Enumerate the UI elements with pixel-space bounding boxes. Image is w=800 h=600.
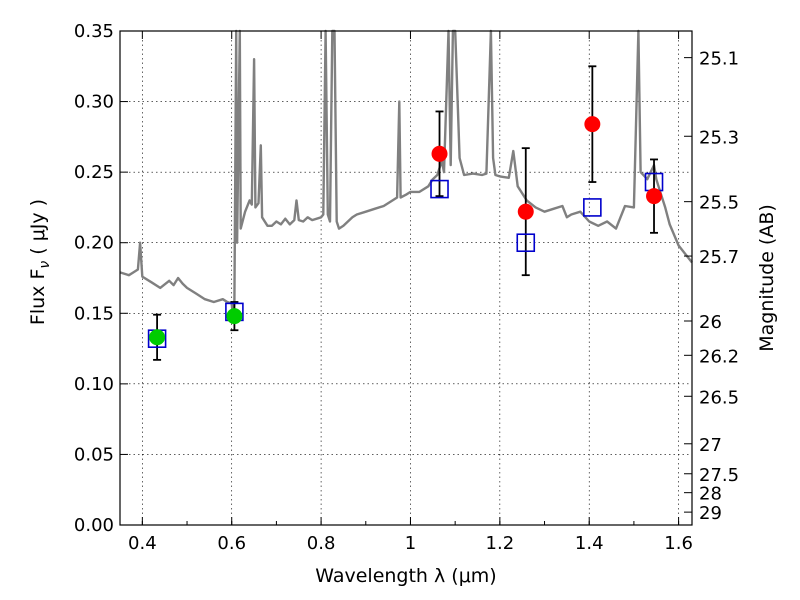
y-tick-label: 0.35 bbox=[74, 21, 114, 42]
right-axis-label: Magnitude (AB) bbox=[756, 204, 778, 352]
right-tick-label: 27.5 bbox=[699, 465, 739, 486]
right-tick-label: 26.5 bbox=[699, 387, 739, 408]
y-axis-label-unit: ( μJy ) bbox=[27, 199, 49, 261]
x-tick-label: 1 bbox=[405, 533, 416, 554]
y-tick-label: 0.15 bbox=[74, 303, 114, 324]
observed_optical-point bbox=[226, 308, 243, 325]
right-tick-label: 28 bbox=[699, 484, 722, 505]
observed_nir-point bbox=[646, 188, 663, 205]
right-tick-label: 25.5 bbox=[699, 193, 739, 214]
observed_nir-point bbox=[584, 116, 601, 133]
x-axis-label: Wavelength λ (μm) bbox=[315, 565, 496, 587]
plot-area bbox=[119, 29, 693, 361]
x-tick-label: 0.6 bbox=[217, 533, 246, 554]
plot-frame bbox=[119, 30, 693, 526]
synthetic-square-marker bbox=[516, 233, 536, 253]
x-tick-label: 0.4 bbox=[128, 533, 157, 554]
synthetic-photometry-markers bbox=[147, 172, 664, 348]
x-tick-label: 1.4 bbox=[575, 533, 604, 554]
x-tick-label: 1.6 bbox=[664, 533, 693, 554]
y-tick-label: 0.05 bbox=[74, 444, 114, 465]
observed_nir-point bbox=[517, 203, 534, 220]
y-tick-label: 0.10 bbox=[74, 374, 114, 395]
x-tick-label: 1.2 bbox=[486, 533, 515, 554]
observed_nir-point bbox=[431, 145, 448, 162]
synthetic-square-marker bbox=[583, 198, 602, 217]
synthetic-square-marker bbox=[430, 179, 449, 199]
observed_optical-point bbox=[149, 329, 166, 346]
model-spectrum-line bbox=[119, 29, 693, 322]
axis-ticks: 0.4 0.6 0.8 1 1.2 1.4 1.6 0.00 0.05 0.10 0.15 0.20 0… bbox=[74, 21, 739, 554]
y-tick-label: 0.00 bbox=[74, 515, 114, 536]
right-tick-label: 27 bbox=[699, 435, 722, 456]
right-tick-label: 25.7 bbox=[699, 247, 739, 268]
right-tick-label: 26 bbox=[699, 312, 722, 333]
y-axis-label: Flux Fν ( μJy ) bbox=[27, 199, 53, 325]
observed-photometry-markers bbox=[149, 116, 663, 346]
right-tick-label: 25.1 bbox=[699, 49, 739, 70]
right-tick-label: 25.3 bbox=[699, 127, 739, 148]
y-axis-label-main: Flux F bbox=[27, 269, 49, 325]
y-axis-label-subscript: ν bbox=[37, 261, 53, 269]
right-tick-label: 26.2 bbox=[699, 346, 739, 367]
right-tick-label: 29 bbox=[699, 503, 722, 524]
y-tick-label: 0.25 bbox=[74, 162, 114, 183]
grid-lines bbox=[120, 30, 692, 526]
x-tick-label: 0.8 bbox=[307, 533, 336, 554]
y-tick-label: 0.20 bbox=[74, 233, 114, 254]
y-tick-label: 0.30 bbox=[74, 92, 114, 113]
